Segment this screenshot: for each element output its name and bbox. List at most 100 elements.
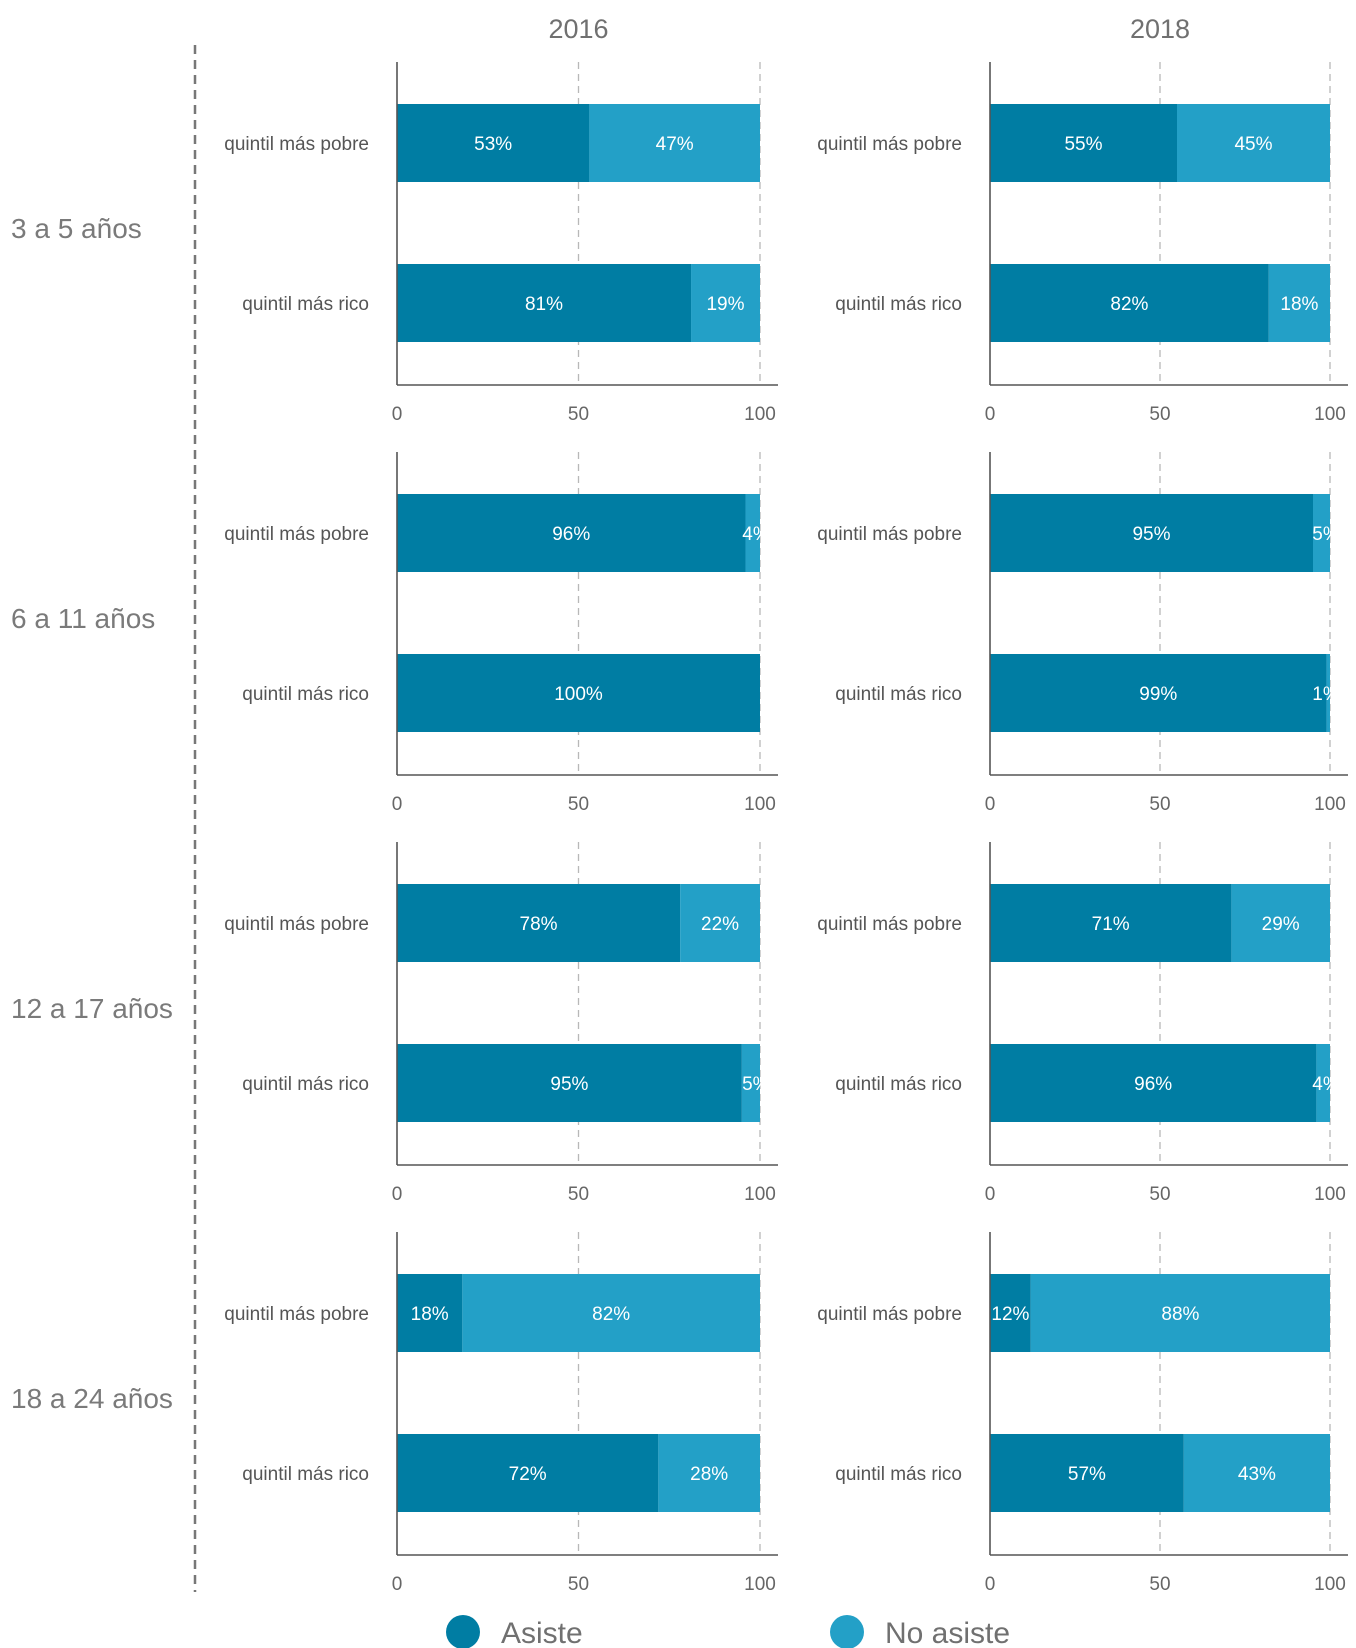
bar-asiste-3-a-5-anos-2018-0 — [990, 104, 1177, 182]
bar-no-asiste-18-a-24-anos-2018-1 — [1183, 1434, 1330, 1512]
label-asiste-12-a-17-anos-2018-0: 71% — [1092, 914, 1130, 935]
bar-no-asiste-12-a-17-anos-2018-1 — [1316, 1044, 1330, 1122]
category-label-12-a-17-anos-2016-0: quintil más pobre — [224, 914, 369, 935]
label-asiste-12-a-17-anos-2016-1: 95% — [550, 1074, 588, 1095]
bar-no-asiste-3-a-5-anos-2018-0 — [1177, 104, 1330, 182]
tick-50-18-a-24-anos-2016: 50 — [568, 1574, 589, 1595]
category-label-6-a-11-anos-2016-0: quintil más pobre — [224, 524, 369, 545]
label-no-asiste-3-a-5-anos-2018-1: 18% — [1280, 294, 1318, 315]
bar-asiste-6-a-11-anos-2016-0 — [397, 494, 746, 572]
category-label-6-a-11-anos-2016-1: quintil más rico — [242, 684, 369, 705]
label-no-asiste-3-a-5-anos-2016-1: 19% — [706, 294, 744, 315]
bar-asiste-3-a-5-anos-2016-1 — [397, 264, 692, 342]
bar-no-asiste-6-a-11-anos-2018-0 — [1313, 494, 1330, 572]
legend-label-asiste: Asiste — [501, 1617, 583, 1648]
category-label-3-a-5-anos-2016-1: quintil más rico — [242, 294, 369, 315]
bar-asiste-3-a-5-anos-2018-1 — [990, 264, 1269, 342]
label-no-asiste-3-a-5-anos-2016-0: 47% — [656, 134, 694, 155]
bar-asiste-12-a-17-anos-2018-1 — [990, 1044, 1317, 1122]
bar-asiste-3-a-5-anos-2016-0 — [397, 104, 590, 182]
row-label-3-a-5-anos: 3 a 5 años — [11, 213, 142, 244]
legend-marker-no-asiste — [830, 1615, 864, 1648]
label-no-asiste-12-a-17-anos-2016-0: 22% — [701, 914, 739, 935]
tick-50-18-a-24-anos-2018: 50 — [1149, 1574, 1170, 1595]
label-no-asiste-6-a-11-anos-2018-1: 1% — [1312, 684, 1340, 705]
category-label-3-a-5-anos-2018-0: quintil más pobre — [817, 134, 962, 155]
label-asiste-3-a-5-anos-2018-0: 55% — [1064, 134, 1102, 155]
tick-0-6-a-11-anos-2018: 0 — [985, 794, 996, 815]
tick-100-18-a-24-anos-2018: 100 — [1314, 1574, 1346, 1595]
category-label-3-a-5-anos-2018-1: quintil más rico — [835, 294, 962, 315]
tick-50-3-a-5-anos-2018: 50 — [1149, 404, 1170, 425]
bar-no-asiste-3-a-5-anos-2016-1 — [691, 264, 760, 342]
bar-no-asiste-6-a-11-anos-2016-0 — [745, 494, 760, 572]
bar-asiste-18-a-24-anos-2016-1 — [397, 1434, 659, 1512]
category-label-12-a-17-anos-2018-0: quintil más pobre — [817, 914, 962, 935]
bar-asiste-18-a-24-anos-2016-0 — [397, 1274, 463, 1352]
bar-no-asiste-12-a-17-anos-2016-1 — [741, 1044, 760, 1122]
bar-no-asiste-3-a-5-anos-2016-0 — [589, 104, 760, 182]
label-no-asiste-18-a-24-anos-2018-0: 88% — [1161, 1304, 1199, 1325]
legend-label-no-asiste: No asiste — [885, 1617, 1010, 1648]
label-asiste-18-a-24-anos-2018-1: 57% — [1068, 1464, 1106, 1485]
category-label-3-a-5-anos-2016-0: quintil más pobre — [224, 134, 369, 155]
bar-no-asiste-18-a-24-anos-2018-0 — [1030, 1274, 1330, 1352]
legend-marker-asiste — [446, 1615, 480, 1648]
column-title-2018: 2018 — [1130, 14, 1190, 44]
tick-50-12-a-17-anos-2018: 50 — [1149, 1184, 1170, 1205]
bar-asiste-6-a-11-anos-2016-1 — [397, 654, 760, 732]
tick-0-18-a-24-anos-2018: 0 — [985, 1574, 996, 1595]
bar-no-asiste-18-a-24-anos-2016-0 — [462, 1274, 760, 1352]
label-no-asiste-12-a-17-anos-2018-0: 29% — [1262, 914, 1300, 935]
bar-no-asiste-3-a-5-anos-2018-1 — [1268, 264, 1330, 342]
tick-0-6-a-11-anos-2016: 0 — [392, 794, 403, 815]
tick-100-12-a-17-anos-2018: 100 — [1314, 1184, 1346, 1205]
category-label-18-a-24-anos-2018-1: quintil más rico — [835, 1464, 962, 1485]
tick-0-3-a-5-anos-2018: 0 — [985, 404, 996, 425]
row-label-6-a-11-anos: 6 a 11 años — [11, 603, 155, 634]
category-label-6-a-11-anos-2018-1: quintil más rico — [835, 684, 962, 705]
bar-no-asiste-18-a-24-anos-2016-1 — [658, 1434, 760, 1512]
bar-asiste-18-a-24-anos-2018-0 — [990, 1274, 1031, 1352]
tick-100-18-a-24-anos-2016: 100 — [744, 1574, 776, 1595]
bar-asiste-12-a-17-anos-2016-0 — [397, 884, 681, 962]
label-asiste-18-a-24-anos-2016-0: 18% — [411, 1304, 449, 1325]
label-no-asiste-6-a-11-anos-2018-0: 5% — [1312, 524, 1340, 545]
tick-50-3-a-5-anos-2016: 50 — [568, 404, 589, 425]
bar-no-asiste-6-a-11-anos-2018-1 — [1326, 654, 1330, 732]
tick-100-3-a-5-anos-2016: 100 — [744, 404, 776, 425]
tick-100-6-a-11-anos-2016: 100 — [744, 794, 776, 815]
label-no-asiste-18-a-24-anos-2016-1: 28% — [690, 1464, 728, 1485]
column-title-2016: 2016 — [548, 14, 608, 44]
label-asiste-6-a-11-anos-2018-1: 99% — [1139, 684, 1177, 705]
bar-no-asiste-12-a-17-anos-2016-0 — [680, 884, 760, 962]
label-asiste-6-a-11-anos-2016-0: 96% — [552, 524, 590, 545]
tick-50-6-a-11-anos-2016: 50 — [568, 794, 589, 815]
bar-asiste-12-a-17-anos-2018-0 — [990, 884, 1232, 962]
label-no-asiste-6-a-11-anos-2016-0: 4% — [742, 524, 770, 545]
label-no-asiste-3-a-5-anos-2018-0: 45% — [1234, 134, 1272, 155]
bar-asiste-6-a-11-anos-2018-1 — [990, 654, 1327, 732]
label-asiste-6-a-11-anos-2016-1: 100% — [554, 684, 603, 705]
tick-50-12-a-17-anos-2016: 50 — [568, 1184, 589, 1205]
category-label-12-a-17-anos-2016-1: quintil más rico — [242, 1074, 369, 1095]
label-asiste-12-a-17-anos-2018-1: 96% — [1134, 1074, 1172, 1095]
label-asiste-18-a-24-anos-2018-0: 12% — [991, 1304, 1029, 1325]
category-label-18-a-24-anos-2016-1: quintil más rico — [242, 1464, 369, 1485]
label-asiste-18-a-24-anos-2016-1: 72% — [509, 1464, 547, 1485]
label-asiste-3-a-5-anos-2016-1: 81% — [525, 294, 563, 315]
bar-asiste-12-a-17-anos-2016-1 — [397, 1044, 742, 1122]
label-no-asiste-18-a-24-anos-2018-1: 43% — [1238, 1464, 1276, 1485]
label-asiste-3-a-5-anos-2016-0: 53% — [474, 134, 512, 155]
tick-0-18-a-24-anos-2016: 0 — [392, 1574, 403, 1595]
tick-0-12-a-17-anos-2016: 0 — [392, 1184, 403, 1205]
label-asiste-6-a-11-anos-2018-0: 95% — [1132, 524, 1170, 545]
category-label-12-a-17-anos-2018-1: quintil más rico — [835, 1074, 962, 1095]
bar-asiste-6-a-11-anos-2018-0 — [990, 494, 1313, 572]
bar-asiste-18-a-24-anos-2018-1 — [990, 1434, 1184, 1512]
label-no-asiste-12-a-17-anos-2016-1: 5% — [742, 1074, 770, 1095]
row-label-12-a-17-anos: 12 a 17 años — [11, 993, 173, 1024]
bar-no-asiste-12-a-17-anos-2018-0 — [1231, 884, 1330, 962]
label-asiste-3-a-5-anos-2018-1: 82% — [1110, 294, 1148, 315]
row-label-18-a-24-anos: 18 a 24 años — [11, 1383, 173, 1414]
